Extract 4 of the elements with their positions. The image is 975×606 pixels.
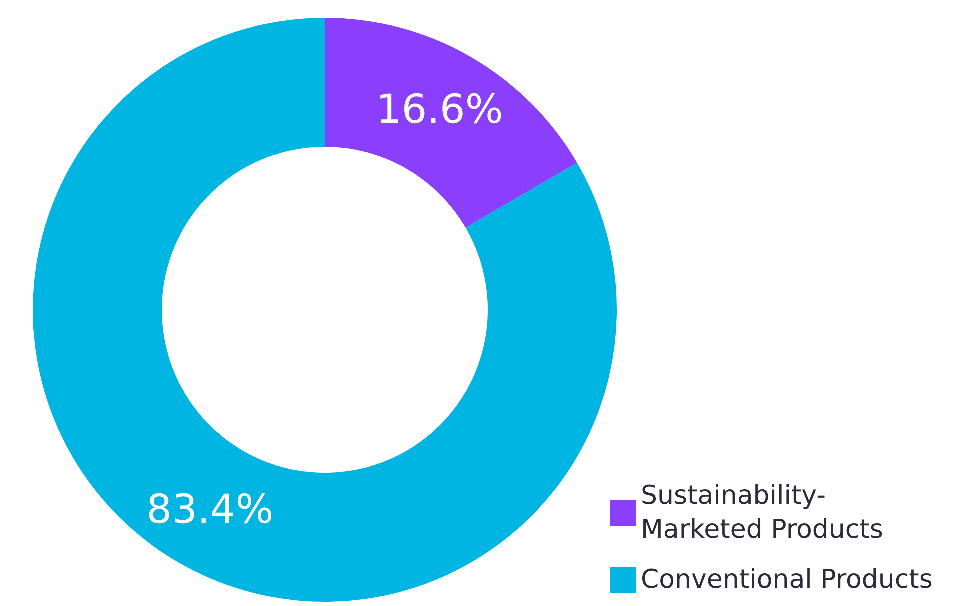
data-label: 83.4% — [146, 486, 274, 533]
data-label: 16.6% — [376, 87, 504, 134]
legend-label: Sustainability-Marketed Products — [641, 481, 884, 545]
legend-label: Conventional Products — [641, 565, 933, 595]
